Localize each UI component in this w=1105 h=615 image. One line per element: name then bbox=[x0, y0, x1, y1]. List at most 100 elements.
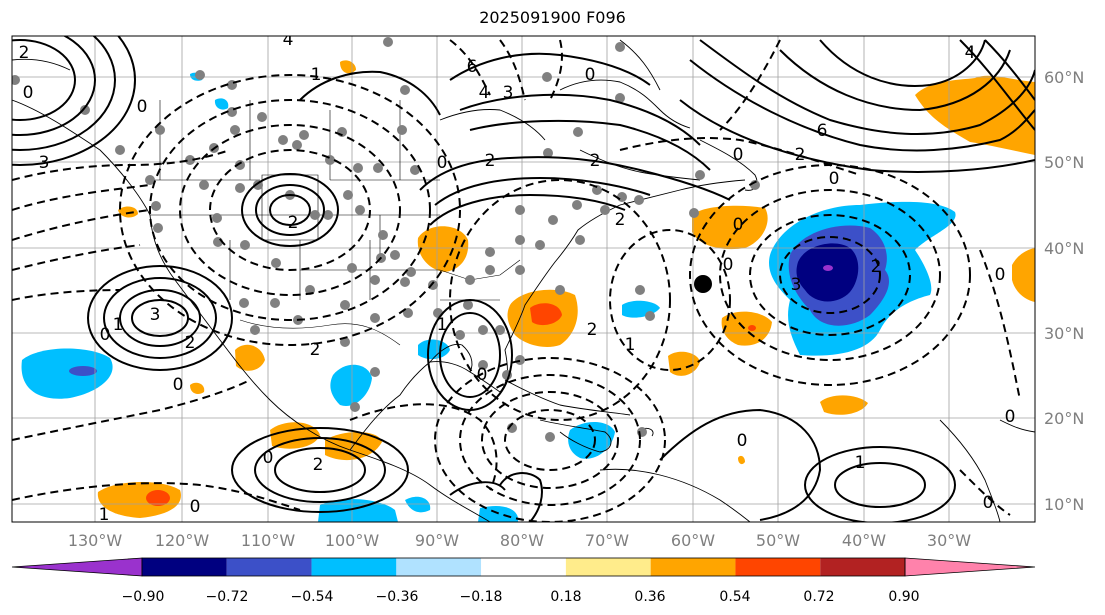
longitude-label: 100°W bbox=[325, 531, 380, 550]
contour-label: 0 bbox=[263, 448, 274, 468]
longitude-axis: 130°W 120°W 110°W 100°W 90°W 80°W 70°W 6… bbox=[68, 531, 971, 550]
latitude-label: 40°N bbox=[1044, 239, 1084, 258]
shade-orange-pacific-west bbox=[190, 382, 205, 394]
longitude-label: 60°W bbox=[671, 531, 715, 550]
shade-navy-atlantic bbox=[796, 243, 859, 302]
station-dots bbox=[12, 37, 760, 442]
contour-label: 2 bbox=[288, 213, 299, 233]
shade-blue-pac-south2 bbox=[405, 496, 431, 513]
contour-label: 2 bbox=[590, 151, 601, 171]
latitude-label: 60°N bbox=[1044, 68, 1084, 87]
latitude-label: 10°N bbox=[1044, 495, 1084, 514]
longitude-label: 40°W bbox=[842, 531, 886, 550]
contour-label: 1 bbox=[311, 65, 322, 85]
shade-blue-gulf bbox=[418, 339, 450, 360]
shade-orange-east-edge bbox=[1012, 248, 1035, 302]
shade-blue-pac-south bbox=[318, 498, 398, 522]
contour-label: 1 bbox=[437, 315, 448, 335]
longitude-label: 90°W bbox=[415, 531, 459, 550]
longitude-label: 30°W bbox=[927, 531, 971, 550]
contours-positive bbox=[12, 36, 1035, 522]
colorbar-tick-label: −0.90 bbox=[122, 589, 165, 605]
colorbar-segment bbox=[650, 558, 736, 576]
colorbar-tick-label: 0.72 bbox=[803, 589, 834, 605]
colorbar-segment bbox=[226, 558, 312, 576]
contour-label: 3 bbox=[791, 275, 802, 295]
longitude-label: 130°W bbox=[68, 531, 123, 550]
contour-label: 0 bbox=[173, 375, 184, 395]
colorbar-segment bbox=[396, 558, 482, 576]
contour-label: 0 bbox=[829, 169, 840, 189]
colorbar-segment bbox=[142, 558, 227, 576]
contour-label: 2 bbox=[19, 43, 30, 63]
contour-label: 0 bbox=[1005, 407, 1016, 427]
storm-center-marker bbox=[694, 275, 712, 293]
colorbar-tick-label: −0.18 bbox=[460, 589, 503, 605]
contour-label: 2 bbox=[587, 320, 598, 340]
colorbar-labels: −0.90 −0.72 −0.54 −0.36 −0.18 0.18 0.36 … bbox=[122, 589, 920, 605]
contour-label: 1 bbox=[855, 453, 866, 473]
contour-label: 6 bbox=[817, 121, 828, 141]
colorbar-segment bbox=[820, 558, 905, 576]
contour-label: 1 bbox=[113, 315, 124, 335]
colorbar-segment bbox=[481, 558, 566, 576]
contour-label: 3 bbox=[39, 153, 50, 173]
colorbar bbox=[11, 557, 1036, 577]
map-panel: 2 0 4 0 3 6 4 3 0 0 2 2 2 2 1 3 1 2 0 0 … bbox=[12, 30, 1035, 525]
colorbar-tick-label: 0.18 bbox=[550, 589, 581, 605]
colorbar-extend-max bbox=[904, 557, 1036, 577]
shade-orange-mex-west bbox=[235, 344, 265, 371]
contour-label: 1 bbox=[99, 505, 110, 525]
contour-label: 2 bbox=[615, 210, 626, 230]
colorbar-tick-label: 0.36 bbox=[634, 589, 665, 605]
shade-purple-atlantic bbox=[823, 265, 833, 271]
contour-label: 0 bbox=[100, 325, 111, 345]
longitude-label: 110°W bbox=[241, 531, 296, 550]
contour-label: 3 bbox=[503, 83, 514, 103]
longitude-label: 80°W bbox=[500, 531, 544, 550]
contours-negative bbox=[12, 39, 1021, 522]
colorbar-tick-label: −0.54 bbox=[291, 589, 334, 605]
contour-labels: 2 0 4 0 3 6 4 3 0 0 2 2 2 2 1 3 1 2 0 0 … bbox=[19, 30, 1016, 525]
contour-label: 0 bbox=[723, 255, 734, 275]
shade-orange-pnw bbox=[118, 206, 138, 218]
latitude-label: 30°N bbox=[1044, 324, 1084, 343]
contour-label: 0 bbox=[477, 365, 488, 385]
shade-blue-pacific bbox=[21, 348, 113, 399]
contour-label: 0 bbox=[733, 145, 744, 165]
contour-label: 0 bbox=[733, 215, 744, 235]
shade-red-east-us bbox=[530, 303, 562, 326]
contour-label: 4 bbox=[283, 30, 294, 50]
longitude-label: 120°W bbox=[155, 531, 210, 550]
shade-orange-ne-atlantic bbox=[915, 75, 1035, 155]
contour-label: 4 bbox=[965, 43, 976, 63]
latitude-label: 50°N bbox=[1044, 153, 1084, 172]
coastlines bbox=[12, 39, 1035, 522]
contour-label: 4 bbox=[479, 83, 490, 103]
contour-label: 0 bbox=[137, 97, 148, 117]
shade-blue-canada bbox=[214, 98, 229, 110]
contour-label: 0 bbox=[737, 431, 748, 451]
shade-orange-subtrop2 bbox=[820, 395, 868, 415]
longitude-label: 50°W bbox=[756, 531, 800, 550]
contour-label: 0 bbox=[983, 493, 994, 513]
contour-label: 2 bbox=[313, 455, 324, 475]
contour-label: 1 bbox=[625, 335, 636, 355]
contour-label: 6 bbox=[467, 57, 478, 77]
contour-label: 0 bbox=[437, 153, 448, 173]
colorbar-tick-label: 0.90 bbox=[888, 589, 919, 605]
contour-label: 2 bbox=[871, 257, 882, 277]
map-title: 2025091900 F096 bbox=[479, 8, 626, 27]
colorbar-tick-label: −0.36 bbox=[376, 589, 419, 605]
contour-label: 2 bbox=[795, 145, 806, 165]
shade-blue-caribbean bbox=[568, 421, 615, 459]
colorbar-segment bbox=[565, 558, 651, 576]
colorbar-tick-label: −0.72 bbox=[206, 589, 249, 605]
shade-orange-africa bbox=[738, 455, 745, 465]
contour-label: 0 bbox=[995, 265, 1006, 285]
colorbar-segment bbox=[311, 558, 397, 576]
shade-red-midatl-2 bbox=[748, 325, 756, 331]
colorbar-extend-min bbox=[11, 557, 143, 577]
contour-label: 0 bbox=[190, 497, 201, 517]
